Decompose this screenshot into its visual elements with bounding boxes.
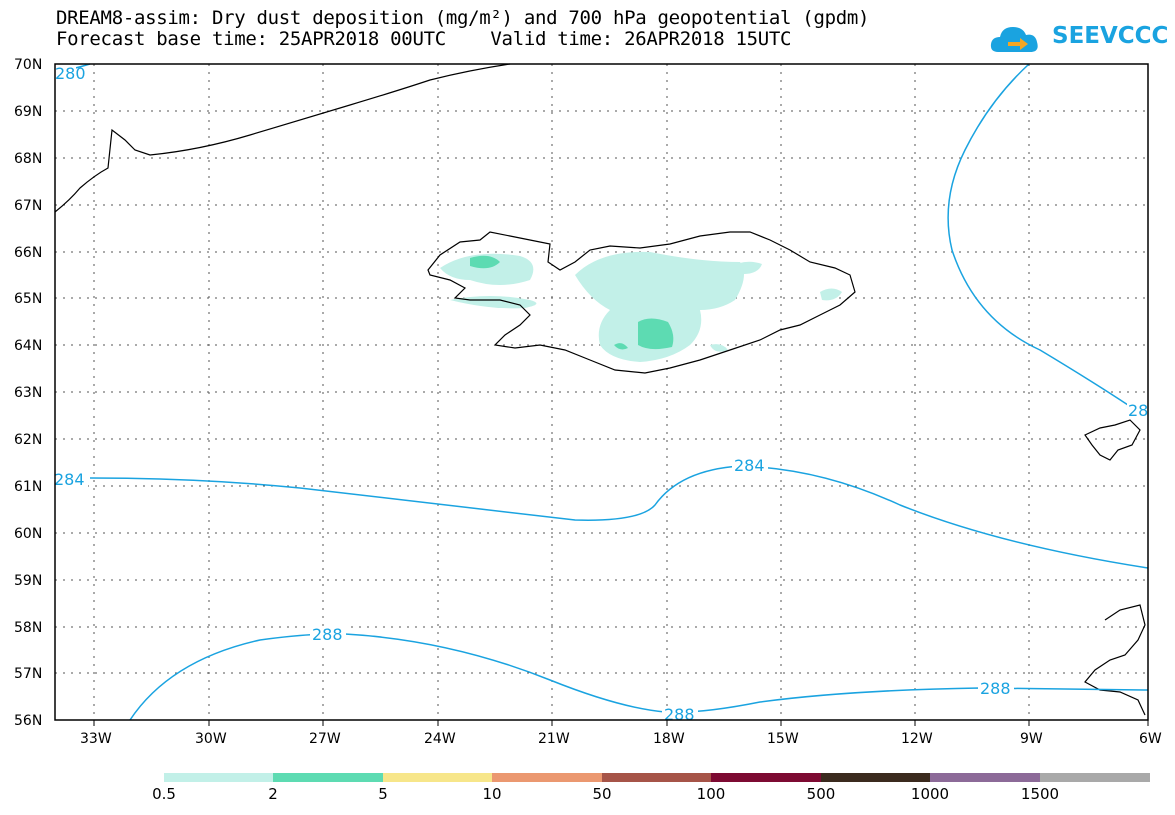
contour-label: 284 [734,456,765,475]
longitude-labels: 33W 30W 27W 24W 21W 18W 15W 12W 9W 6W [80,731,1162,747]
contour-label: 284 [54,470,85,489]
lon-label: 15W [767,731,799,747]
lat-label: 70N [14,57,42,73]
lat-label: 60N [14,526,42,542]
colorbar-label: 1000 [910,785,950,803]
lat-label: 61N [14,479,42,495]
lon-label: 27W [309,731,341,747]
contour-label: 280 [55,64,86,83]
colorbar-segment [1040,773,1150,782]
colorbar-label: 100 [696,785,726,803]
colorbar-segment [273,773,383,782]
lon-label: 33W [80,731,112,747]
lat-label: 66N [14,245,42,261]
lon-label: 18W [653,731,685,747]
colorbar-label: 1500 [1020,785,1060,803]
colorbar-segment [383,773,492,782]
map-subtitle: Forecast base time: 25APR2018 00UTC Vali… [56,28,792,50]
colorbar-segment [492,773,602,782]
colorbar-label: 50 [592,785,612,803]
lon-label: 6W [1139,731,1162,747]
geopotential-contours [54,63,1149,721]
map-frame [54,63,1149,721]
map-title: DREAM8-assim: Dry dust deposition (mg/m²… [56,7,870,29]
lon-label: 9W [1020,731,1043,747]
contour-labels: 280 284 284 288 288 288 28 [52,64,1148,724]
lon-label: 30W [195,731,227,747]
lon-label: 12W [901,731,933,747]
latitude-labels: 70N 69N 68N 67N 66N 65N 64N 63N 62N 61N … [14,57,42,729]
contour-label: 288 [980,679,1011,698]
lat-label: 57N [14,666,42,682]
lat-label: 68N [14,151,42,167]
colorbar-label: 2 [268,785,278,803]
colorbar-label: 0.5 [152,785,176,803]
axis-ticks [93,720,1149,726]
colorbar-label: 5 [378,785,388,803]
colorbar-segment [711,773,821,782]
lat-label: 65N [14,291,42,307]
colorbar-segment [602,773,711,782]
coastlines [54,63,1146,716]
lat-label: 56N [14,713,42,729]
colorbar-label: 500 [806,785,836,803]
cloud-arrow-icon [990,27,1038,52]
colorbar-label: 10 [482,785,502,803]
lat-label: 58N [14,620,42,636]
contour-label: 288 [312,625,343,644]
logo-text: SEEVCCC [1052,23,1169,49]
seevccc-logo [990,27,1038,52]
contour-label: 288 [664,705,695,724]
colorbar-segment [930,773,1040,782]
lat-label: 62N [14,432,42,448]
lon-label: 24W [424,731,456,747]
colorbar-segment [164,773,273,782]
graticule [55,64,1148,720]
lat-label: 67N [14,198,42,214]
dust-deposition-field [440,251,842,362]
colorbar-segment [821,773,930,782]
lat-label: 63N [14,385,42,401]
lat-label: 64N [14,338,42,354]
lon-label: 21W [538,731,570,747]
contour-label: 28 [1128,401,1148,420]
lat-label: 59N [14,573,42,589]
lat-label: 69N [14,104,42,120]
